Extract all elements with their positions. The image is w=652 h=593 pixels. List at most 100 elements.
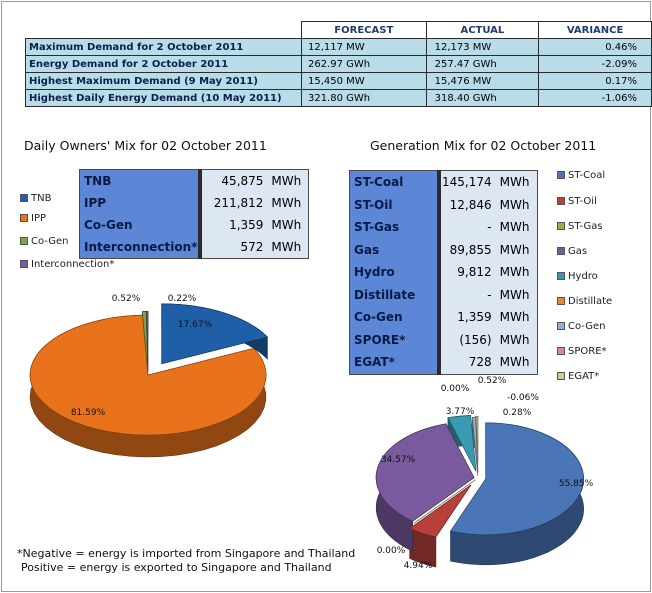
table-row: Distillate - MWh — [349, 283, 538, 306]
gen-label: ST-Gas — [349, 216, 441, 239]
owners-mix-table: TNB 45,875 MWh IPP 211,812 MWh Co-Gen 1,359 MW… — [79, 169, 310, 259]
owner-unit: MWh — [267, 192, 309, 214]
pie-slice-st-coal — [449, 422, 584, 536]
table-row: EGAT* 728 MWh — [349, 351, 538, 374]
owner-value: 572 — [200, 236, 268, 259]
owner-label: Co-Gen — [79, 214, 203, 236]
footnote: *Negative = energy is imported from Sing… — [17, 547, 355, 575]
gen-label: EGAT* — [349, 351, 441, 374]
actual-value: 318.40 GWh — [425, 89, 540, 107]
gen-label: Distillate — [349, 283, 441, 306]
table-row: ST-Gas - MWh — [349, 216, 538, 239]
gen-label: SPORE* — [349, 328, 441, 351]
gen-unit: MWh — [495, 261, 538, 284]
owner-value: 1,359 — [200, 214, 268, 236]
legend-item-st-gas: ST-Gas — [557, 221, 603, 232]
gen-value: 12,846 — [439, 193, 496, 216]
pie-label-spore-: -0.06% — [507, 393, 539, 403]
gen-value: - — [439, 283, 496, 306]
pie-label-co-gen: 0.52% — [478, 376, 507, 386]
table-row: Gas 89,855 MWh — [349, 238, 538, 261]
legend-swatch — [557, 171, 565, 179]
gen-value: (156) — [439, 328, 496, 351]
summary-header-row: FORECAST ACTUAL VARIANCE — [25, 21, 652, 39]
pie-label-ipp: 81.59% — [71, 408, 106, 418]
legend-item-egat: EGAT* — [557, 371, 599, 382]
gen-value: 89,855 — [439, 238, 496, 261]
gen-label: ST-Coal — [349, 170, 441, 194]
row-label: Highest Maximum Demand (9 May 2011) — [25, 72, 302, 90]
legend-label: Distillate — [568, 296, 613, 307]
table-row: Co-Gen 1,359 MWh — [79, 214, 309, 236]
legend-label: Gas — [568, 246, 588, 257]
summary-header-forecast: FORECAST — [300, 21, 427, 39]
table-row: ST-Coal 145,174 MWh — [349, 170, 538, 194]
gen-value: 728 — [439, 351, 496, 374]
pie-slice-tnb — [161, 303, 269, 365]
pie-label-interconnection-: 0.22% — [168, 294, 197, 304]
gen-value: - — [439, 216, 496, 239]
table-row: IPP 211,812 MWh — [79, 192, 309, 214]
owner-value: 211,812 — [200, 192, 268, 214]
owners-chart-title: Daily Owners' Mix for 02 October 2011 — [24, 138, 267, 153]
pie-label-hydro: 3.77% — [446, 407, 475, 417]
legend-label: ST-Gas — [568, 221, 603, 232]
pie-slice-egat- — [475, 416, 479, 473]
table-row: Energy Demand for 2 October 2011 262.97 … — [25, 55, 652, 73]
legend-label: EGAT* — [568, 371, 600, 382]
row-label: Energy Demand for 2 October 2011 — [25, 55, 302, 73]
pie-slice-hydro — [447, 415, 477, 472]
gen-label: Gas — [349, 238, 441, 261]
legend-label: SPORE* — [568, 346, 607, 357]
summary-header-variance: VARIANCE — [538, 21, 652, 39]
genmix-chart-title: Generation Mix for 02 October 2011 — [370, 138, 597, 153]
generation-mix-table: ST-Coal 145,174 MWh ST-Oil 12,846 MWh ST-Gas… — [349, 170, 538, 375]
table-row: Highest Daily Energy Demand (10 May 2011… — [25, 89, 652, 107]
gen-label: Hydro — [349, 261, 441, 284]
legend-label: Co-Gen — [568, 321, 606, 332]
legend-item-cogen: Co-Gen — [20, 236, 69, 247]
actual-value: 12,173 MW — [425, 38, 540, 56]
legend-item-distillate: Distillate — [557, 296, 612, 307]
legend-swatch — [557, 372, 565, 380]
table-row: Co-Gen 1,359 MWh — [349, 306, 538, 329]
gen-unit: MWh — [495, 238, 538, 261]
legend-swatch — [557, 197, 565, 205]
pie-slice-st-gas — [413, 479, 476, 524]
legend-swatch — [557, 222, 565, 230]
pie-label-gas: 34.57% — [381, 455, 416, 465]
variance-value: -2.09% — [538, 55, 652, 73]
gen-value: 9,812 — [439, 261, 496, 284]
variance-value: -1.06% — [538, 89, 652, 107]
pie-label-st-oil: 4.94% — [404, 561, 433, 571]
pie-label-st-gas: 0.00% — [377, 546, 406, 556]
pie-slice-ipp — [29, 314, 267, 436]
legend-item-co-gen: Co-Gen — [557, 321, 606, 332]
legend-swatch — [20, 237, 28, 245]
owner-unit: MWh — [267, 236, 309, 259]
pie-slice-interconnection- — [145, 311, 149, 372]
table-row: Interconnection* 572 MWh — [79, 236, 309, 259]
legend-item-gas: Gas — [557, 246, 587, 257]
footnote-line-negative: *Negative = energy is imported from Sing… — [17, 547, 356, 560]
owner-label: TNB — [79, 169, 203, 192]
legend-item-ipp: IPP — [20, 213, 46, 224]
legend-label: ST-Oil — [568, 196, 597, 207]
gen-unit: MWh — [495, 193, 538, 216]
pie-label-co-gen: 0.52% — [112, 294, 141, 304]
legend-swatch — [20, 214, 28, 222]
actual-value: 257.47 GWh — [425, 55, 540, 73]
pie-label-st-coal: 55.85% — [559, 479, 594, 489]
legend-label: Hydro — [568, 271, 598, 282]
gen-label: ST-Oil — [349, 193, 441, 216]
legend-swatch — [20, 194, 28, 202]
forecast-value: 15,450 MW — [300, 72, 427, 90]
gen-unit: MWh — [495, 328, 538, 351]
table-row: TNB 45,875 MWh — [79, 169, 309, 192]
table-row: ST-Oil 12,846 MWh — [349, 193, 538, 216]
legend-swatch — [557, 247, 565, 255]
owner-label: IPP — [79, 192, 203, 214]
pie-label-tnb: 17.67% — [178, 320, 213, 330]
legend-swatch — [20, 260, 28, 268]
